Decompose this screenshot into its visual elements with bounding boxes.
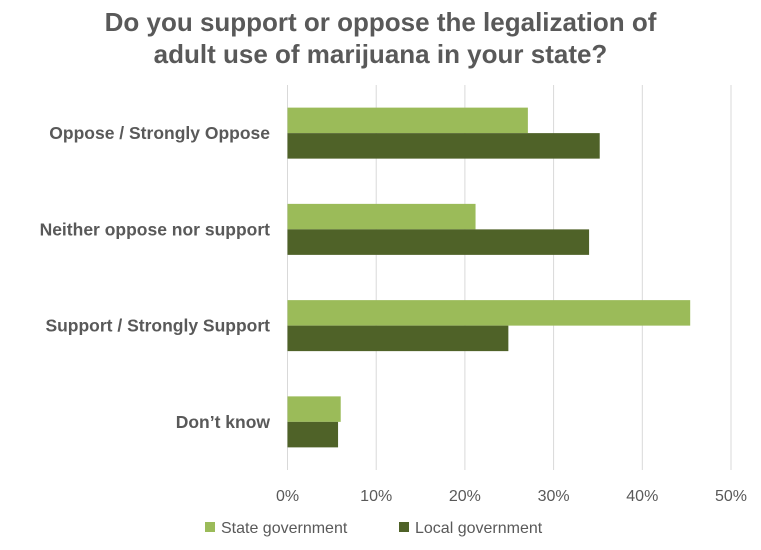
x-tick-label: 50%	[715, 488, 747, 505]
bar-state-government	[287, 107, 528, 134]
category-label: Support / Strongly Support	[45, 316, 270, 336]
category-label: Neither oppose nor support	[40, 219, 271, 239]
title-line-2: adult use of marijuana in your state?	[153, 39, 608, 69]
legend-swatch	[205, 522, 215, 532]
category-label: Oppose / Strongly Oppose	[49, 123, 270, 143]
bar-local-government	[287, 325, 509, 352]
title-line-1: Do you support or oppose the legalizatio…	[104, 7, 657, 37]
x-tick-label: 0%	[276, 488, 299, 505]
chart-title: Do you support or oppose the legalizatio…	[0, 6, 761, 70]
legend-label: State government	[221, 520, 348, 537]
x-tick-label: 30%	[538, 488, 570, 505]
bar-state-government	[287, 300, 691, 326]
x-tick-label: 40%	[626, 488, 658, 505]
bar-local-government	[287, 133, 600, 159]
bar-state-government	[287, 396, 341, 422]
legend-swatch	[399, 522, 409, 532]
x-tick-label: 10%	[360, 488, 392, 505]
bar-local-government	[287, 421, 339, 448]
bar-local-government	[287, 229, 590, 255]
bar-state-government	[287, 203, 476, 230]
x-tick-label: 20%	[449, 488, 481, 505]
category-label: Don’t know	[176, 412, 271, 432]
legend-label: Local government	[415, 520, 543, 537]
